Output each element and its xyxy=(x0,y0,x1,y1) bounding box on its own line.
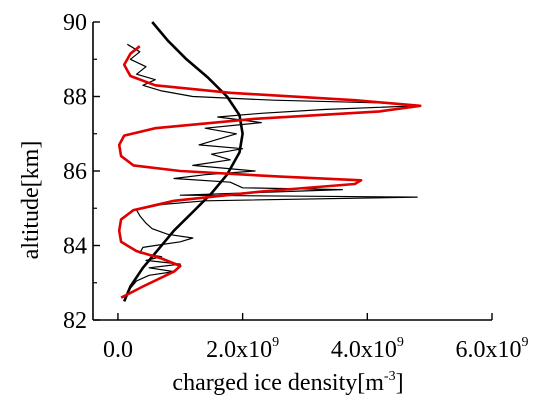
y-axis: 82 84 86 88 90 xyxy=(63,10,100,334)
x-axis-title-main: charged ice density[m xyxy=(172,370,384,396)
y-tick-label: 84 xyxy=(63,234,87,260)
x-axis-title-sup: -3 xyxy=(384,369,396,384)
y-tick-label: 82 xyxy=(63,308,87,334)
series-layer xyxy=(117,21,422,302)
y-tick-label: 90 xyxy=(63,10,87,36)
series-line-fit xyxy=(117,45,422,299)
x-tick-label: 4.0x109 xyxy=(331,335,404,363)
x-axis: 0.0 2.0x109 4.0x109 6.0x109 xyxy=(103,313,529,363)
y-axis-title: altitude[km] xyxy=(18,141,44,260)
x-tick-label: 6.0x109 xyxy=(456,335,529,363)
y-tick-label: 88 xyxy=(63,85,87,111)
x-axis-title: charged ice density[m-3] xyxy=(172,369,403,396)
x-axis-title-close: ] xyxy=(396,370,404,396)
y-tick-label: 86 xyxy=(63,159,87,185)
series-line-smooth xyxy=(122,21,244,302)
x-tick-label: 2.0x109 xyxy=(206,335,279,363)
series-line-measured xyxy=(124,43,418,298)
x-tick-label: 0.0 xyxy=(103,337,133,363)
